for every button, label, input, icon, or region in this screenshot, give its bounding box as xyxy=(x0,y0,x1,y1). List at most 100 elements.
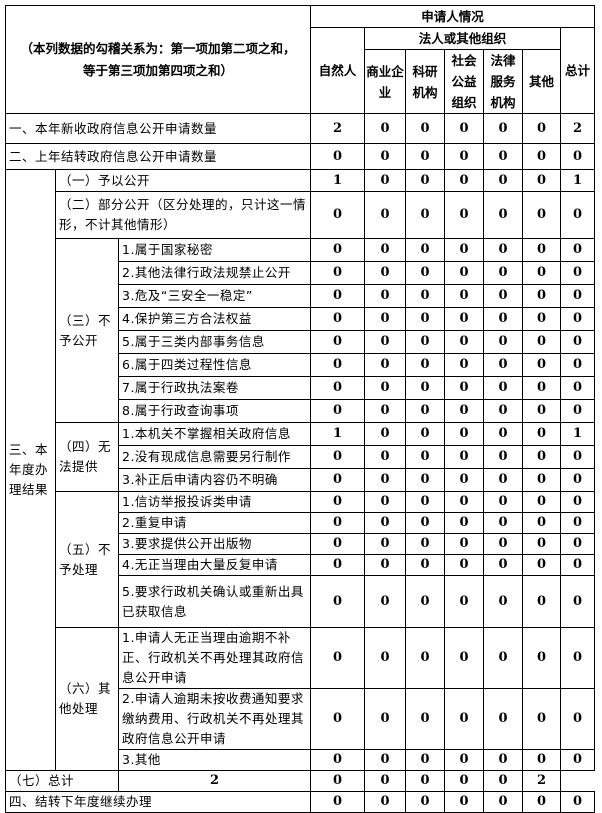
cell-legal-service: 0 xyxy=(483,554,523,576)
cell-legal-service: 0 xyxy=(483,399,523,423)
cell-natural-person: 0 xyxy=(310,512,365,534)
cell-other: 0 xyxy=(522,399,561,423)
cell-legal-service: 0 xyxy=(483,749,523,771)
cell-natural-person: 0 xyxy=(310,376,365,400)
header-legal-group: 法人或其他组织 xyxy=(364,27,561,50)
table-row: 四、结转下年度继续办理 0 0 0 0 0 0 0 xyxy=(5,791,595,813)
cell-research: 0 xyxy=(405,627,445,689)
group-label-section3: 三、本年度办理结果 xyxy=(5,169,56,771)
cell-public-welfare: 0 xyxy=(444,749,484,771)
cell-natural-person: 0 xyxy=(310,143,365,170)
cell-business: 0 xyxy=(364,422,406,446)
cell-total: 0 xyxy=(560,399,595,423)
cell-legal-service: 0 xyxy=(483,575,523,628)
table-row: 3.补正后申请内容仍不明确 0 0 0 0 0 0 0 xyxy=(6,468,595,492)
cell-legal-service: 0 xyxy=(483,307,523,331)
cell-public-welfare: 0 xyxy=(444,113,484,144)
cell-natural-person: 0 xyxy=(310,284,365,308)
cell-business: 0 xyxy=(364,191,406,239)
cell-legal-service: 0 xyxy=(483,533,523,555)
row-label: 1.本机关不掌握相关政府信息 xyxy=(118,422,311,446)
cell-research: 0 xyxy=(405,113,445,144)
row-label: 3.要求提供公开出版物 xyxy=(118,533,311,555)
cell-business: 0 xyxy=(364,749,406,771)
cell-natural-person: 0 xyxy=(310,627,365,689)
cell-total: 0 xyxy=(560,353,595,377)
row-label: 1.属于国家秘密 xyxy=(118,238,311,262)
cell-legal-service: 0 xyxy=(483,113,523,144)
cell-legal-service: 0 xyxy=(483,330,523,354)
cell-total: 0 xyxy=(560,143,595,170)
cell-public-welfare: 0 xyxy=(444,330,484,354)
header-col-legal-service: 法律服务机构 xyxy=(483,49,523,114)
cell-public-welfare: 0 xyxy=(444,353,484,377)
table-row: 8.属于行政查询事项 0 0 0 0 0 0 0 xyxy=(6,399,595,423)
cell-research: 0 xyxy=(405,445,445,469)
cell-total: 0 xyxy=(560,284,595,308)
cell-public-welfare: 0 xyxy=(444,791,484,813)
cell-business: 0 xyxy=(364,330,406,354)
cell-business: 0 xyxy=(364,261,406,285)
cell-natural-person: 0 xyxy=(310,468,365,492)
cell-public-welfare: 0 xyxy=(444,491,484,513)
table-row: 4.保护第三方合法权益 0 0 0 0 0 0 0 xyxy=(6,307,595,331)
cell-research: 0 xyxy=(405,533,445,555)
row-label: 2.重复申请 xyxy=(118,512,311,534)
header-total: 总计 xyxy=(560,27,595,114)
row-label: （一）予以公开 xyxy=(55,169,311,192)
cell-natural-person: 2 xyxy=(118,770,311,792)
cell-research: 0 xyxy=(405,238,445,262)
cell-natural-person: 0 xyxy=(310,533,365,555)
cell-research: 0 xyxy=(405,261,445,285)
cell-natural-person: 0 xyxy=(310,491,365,513)
cell-natural-person: 0 xyxy=(310,575,365,628)
cell-natural-person: 0 xyxy=(310,261,365,285)
cell-legal-service: 0 xyxy=(483,688,523,750)
cell-research: 0 xyxy=(405,468,445,492)
row-label: 1.申请人无正当理由逾期不补正、行政机关不再处理其政府信息公开申请 xyxy=(118,627,311,689)
cell-research: 0 xyxy=(364,770,406,792)
cell-natural-person: 0 xyxy=(310,191,365,239)
cell-public-welfare: 0 xyxy=(444,261,484,285)
cell-research: 0 xyxy=(405,688,445,750)
row-label: 3.补正后申请内容仍不明确 xyxy=(118,468,311,492)
table-row: 3.要求提供公开出版物 0 0 0 0 0 0 0 xyxy=(6,533,595,555)
cell-public-welfare: 0 xyxy=(444,284,484,308)
cell-research: 0 xyxy=(405,169,445,192)
cell-research: 0 xyxy=(405,399,445,423)
table-row: 2.其他法律行政法规禁止公开 0 0 0 0 0 0 0 xyxy=(6,261,595,285)
cell-other: 0 xyxy=(522,284,561,308)
cell-legal-service: 0 xyxy=(483,512,523,534)
cell-total: 1 xyxy=(560,422,595,446)
cell-public-welfare: 0 xyxy=(444,191,484,239)
cell-legal-service: 0 xyxy=(483,169,523,192)
table-row: 3.危及“三安全一稳定” 0 0 0 0 0 0 0 xyxy=(6,284,595,308)
cell-public-welfare: 0 xyxy=(444,575,484,628)
row-label: 二、上年结转政府信息公开申请数量 xyxy=(5,143,311,170)
cell-natural-person: 0 xyxy=(310,330,365,354)
cell-business: 0 xyxy=(364,399,406,423)
cell-business: 0 xyxy=(364,491,406,513)
header-col-business: 商业企业 xyxy=(364,49,406,114)
cell-legal-service: 0 xyxy=(483,238,523,262)
table-row: 一、本年新收政府信息公开申请数量 2 0 0 0 0 0 2 xyxy=(5,113,595,144)
cell-business: 0 xyxy=(364,445,406,469)
table-row: 5.属于三类内部事务信息 0 0 0 0 0 0 0 xyxy=(6,330,595,354)
cell-legal-service: 0 xyxy=(483,353,523,377)
cell-other: 0 xyxy=(522,307,561,331)
cell-natural-person: 0 xyxy=(310,791,365,813)
row-label: 1.信访举报投诉类申请 xyxy=(118,491,311,513)
row-label: 8.属于行政查询事项 xyxy=(118,399,311,423)
cell-natural-person: 0 xyxy=(310,688,365,750)
cell-total: 0 xyxy=(560,261,595,285)
header-col-public-welfare: 社会公益组织 xyxy=(444,49,484,114)
cell-business: 0 xyxy=(364,143,406,170)
cell-total: 0 xyxy=(560,554,595,576)
group-label-unable-to-provide: （四）无法提供 xyxy=(55,422,119,492)
cell-public-welfare: 0 xyxy=(405,770,445,792)
cell-business: 0 xyxy=(364,512,406,534)
cell-public-welfare: 0 xyxy=(444,512,484,534)
cell-total: 2 xyxy=(560,113,595,144)
